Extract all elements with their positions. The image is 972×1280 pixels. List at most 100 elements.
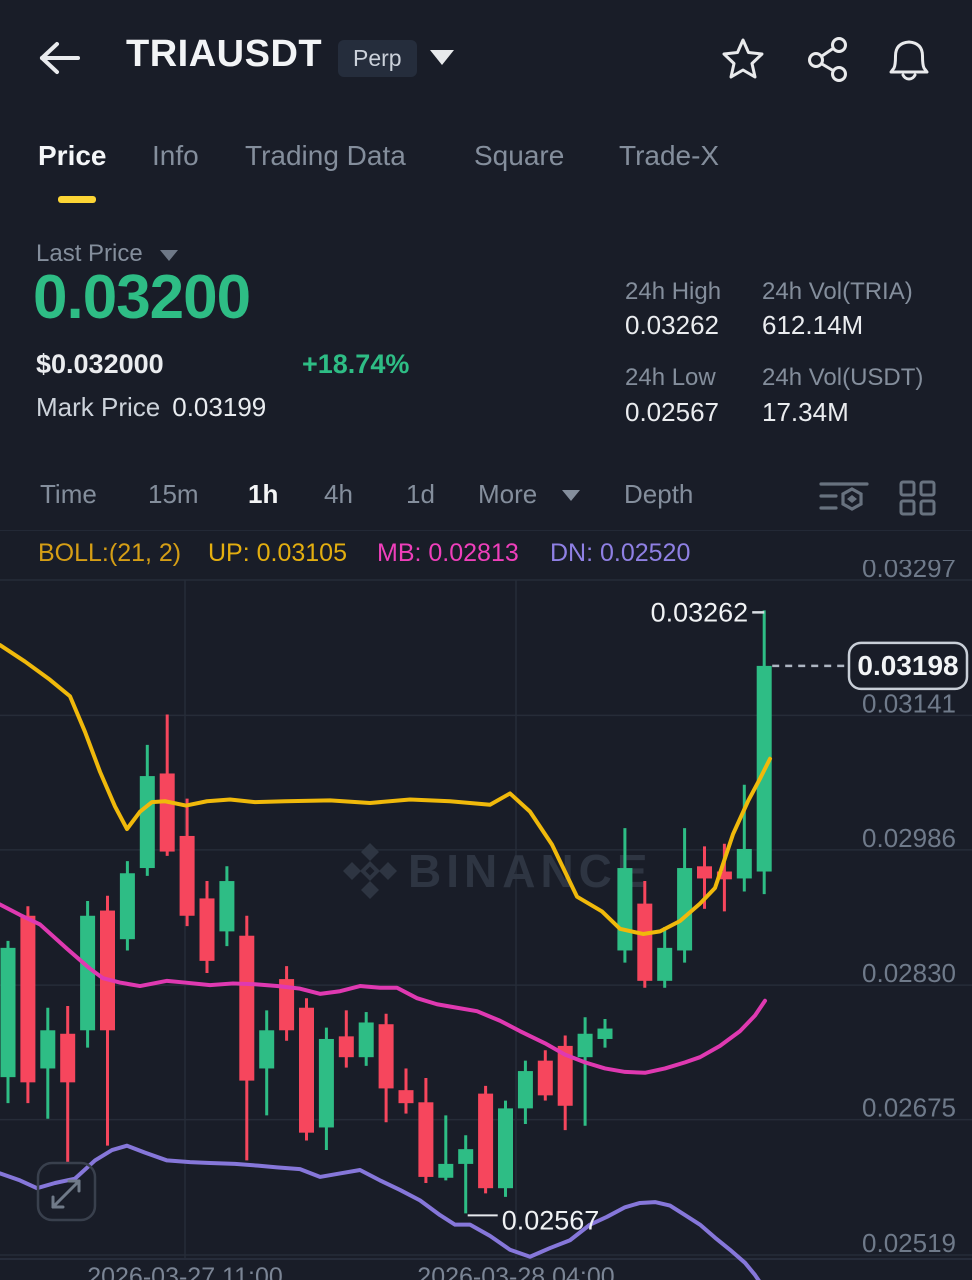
indicator-settings-icon[interactable] bbox=[818, 477, 870, 517]
candle bbox=[557, 1035, 573, 1131]
candle-body bbox=[716, 871, 732, 880]
boll-mb-line bbox=[0, 902, 767, 1075]
tab-price[interactable]: Price bbox=[38, 140, 107, 171]
low-price-marker: 0.02567 bbox=[467, 1205, 600, 1235]
candle-body bbox=[139, 776, 155, 869]
candle-body bbox=[299, 1007, 314, 1133]
candle bbox=[139, 744, 155, 876]
toolbar-divider bbox=[0, 530, 972, 531]
candle bbox=[756, 610, 772, 895]
watermark-logo-diamond bbox=[343, 862, 361, 880]
candle bbox=[438, 1115, 454, 1181]
tab-trade-x[interactable]: Trade-X bbox=[619, 140, 720, 171]
last-price-box-label: 0.03198 bbox=[857, 650, 958, 681]
tf-depth[interactable]: Depth bbox=[624, 479, 694, 509]
candlestick-chart[interactable]: BINANCE 0.03262 0.02567 0.03198 0.03297 0.031… bbox=[0, 560, 972, 1280]
expand-chart-button[interactable] bbox=[36, 1161, 97, 1222]
tf-1d[interactable]: 1d bbox=[406, 479, 435, 509]
candle bbox=[577, 1017, 593, 1126]
candle-body bbox=[478, 1093, 494, 1189]
y-axis-tick-label: 0.02519 bbox=[862, 1228, 956, 1258]
candle bbox=[279, 966, 295, 1041]
star-icon[interactable] bbox=[720, 36, 766, 82]
candle-body bbox=[498, 1108, 513, 1189]
share-icon[interactable] bbox=[804, 36, 850, 82]
symbol-dropdown-caret[interactable] bbox=[430, 50, 454, 65]
candle bbox=[458, 1135, 474, 1214]
candle bbox=[259, 1010, 275, 1116]
candle-body bbox=[657, 947, 673, 981]
candle-body bbox=[418, 1102, 434, 1177]
symbol-title: TRIAUSDT bbox=[126, 33, 323, 75]
tab-square[interactable]: Square bbox=[474, 140, 565, 171]
candle bbox=[537, 1050, 553, 1101]
candle-body bbox=[537, 1060, 553, 1096]
candle bbox=[677, 828, 693, 963]
x-axis-time-label: 2026-03-27 11:00 bbox=[87, 1263, 283, 1280]
expand-arrows-icon bbox=[51, 1179, 81, 1209]
candle bbox=[100, 895, 115, 1146]
mark-price-value: 0.03199 bbox=[172, 392, 267, 422]
boll-mb-label: MB: 0.02813 bbox=[377, 539, 519, 567]
candle bbox=[299, 998, 314, 1141]
candle-body bbox=[458, 1149, 474, 1164]
candle-body bbox=[239, 935, 255, 1081]
candle-body bbox=[60, 1033, 76, 1083]
stat-low-value: 0.02567 bbox=[625, 397, 719, 427]
perp-badge: Perp bbox=[338, 40, 417, 77]
candle bbox=[657, 927, 673, 988]
candle bbox=[736, 784, 752, 892]
last-price-selector[interactable]: Last Price bbox=[36, 240, 143, 267]
stat-vol-quote-label: 24h Vol(USDT) bbox=[762, 364, 924, 391]
tf-more[interactable]: More bbox=[478, 479, 538, 509]
tf-1h[interactable]: 1h bbox=[248, 479, 279, 509]
watermark-text: BINANCE bbox=[408, 845, 653, 897]
candle bbox=[378, 1013, 394, 1123]
last-price-caret[interactable] bbox=[160, 250, 178, 261]
candle-body bbox=[677, 868, 693, 951]
candle-body bbox=[100, 910, 115, 1031]
stat-vol-base-label: 24h Vol(TRIA) bbox=[762, 278, 913, 305]
watermark-logo-diamond bbox=[361, 881, 379, 899]
tf-time[interactable]: Time bbox=[40, 479, 97, 509]
candle-body bbox=[219, 881, 235, 932]
candle-body bbox=[358, 1022, 374, 1058]
more-caret[interactable] bbox=[562, 490, 580, 501]
candle-body bbox=[119, 873, 135, 940]
stat-vol-base-value: 612.14M bbox=[762, 310, 864, 340]
candle bbox=[239, 915, 255, 1161]
tab-trading-data[interactable]: Trading Data bbox=[245, 140, 406, 171]
last-price-marker: 0.03198 bbox=[772, 641, 969, 691]
candle bbox=[318, 1027, 334, 1151]
stat-high-label: 24h High bbox=[625, 278, 722, 305]
last-price-box[interactable] bbox=[847, 641, 969, 691]
tf-4h[interactable]: 4h bbox=[324, 479, 353, 509]
back-button[interactable] bbox=[36, 36, 82, 82]
candle bbox=[20, 906, 36, 1104]
watermark-logo-diamond bbox=[361, 843, 379, 861]
candle bbox=[418, 1078, 434, 1183]
candle-body bbox=[617, 868, 633, 951]
bell-icon[interactable] bbox=[886, 36, 932, 82]
tf-15m[interactable]: 15m bbox=[148, 479, 199, 509]
candle-body bbox=[279, 979, 295, 1031]
candles bbox=[0, 610, 772, 1214]
boll-params-label[interactable]: BOLL:(21, 2) bbox=[38, 539, 182, 567]
y-axis-tick-label: 0.02675 bbox=[862, 1093, 956, 1123]
high-marker-label: 0.03262 bbox=[651, 597, 749, 627]
candle bbox=[159, 714, 175, 856]
stat-low-label: 24h Low bbox=[625, 364, 716, 391]
candle bbox=[199, 881, 215, 974]
candle-body bbox=[0, 947, 16, 1078]
tab-info[interactable]: Info bbox=[152, 140, 199, 171]
candle-body bbox=[40, 1030, 56, 1069]
boll-up-label: UP: 0.03105 bbox=[208, 539, 347, 567]
x-axis-labels: 2026-03-27 11:00 2026-03-28 04:00 bbox=[87, 1263, 614, 1280]
grid-layout-icon[interactable] bbox=[898, 479, 938, 517]
expand-button-frame bbox=[36, 1161, 97, 1222]
candle bbox=[40, 1007, 56, 1119]
y-axis-tick-label: 0.02986 bbox=[862, 823, 956, 853]
candle bbox=[0, 940, 16, 1104]
low-marker-label: 0.02567 bbox=[502, 1205, 600, 1235]
candle bbox=[179, 798, 195, 927]
